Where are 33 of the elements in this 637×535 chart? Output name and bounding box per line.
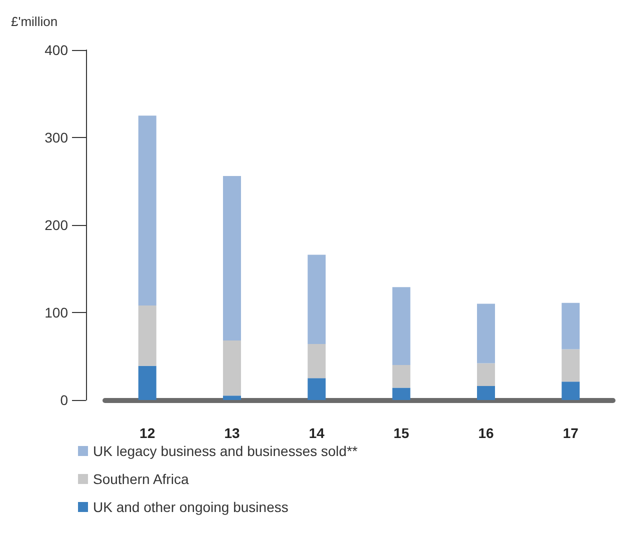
bar (477, 304, 495, 364)
legend-label: Southern Africa (93, 471, 189, 487)
x-tick-label: 17 (562, 425, 579, 441)
bar (138, 306, 156, 366)
legend-label: UK legacy business and businesses sold** (93, 443, 358, 459)
bar (392, 287, 410, 365)
y-tick-label: 400 (44, 42, 68, 58)
bar (392, 365, 410, 388)
bar (477, 386, 495, 400)
bar (223, 176, 241, 340)
bar (308, 378, 326, 400)
bar (308, 344, 326, 378)
x-tick-label: 16 (478, 425, 494, 441)
legend-label: UK and other ongoing business (93, 499, 288, 515)
y-tick-label: 200 (44, 217, 68, 233)
y-tick-label: 0 (60, 392, 68, 408)
y-axis-title: £'million (11, 14, 58, 29)
x-tick-label: 13 (224, 425, 240, 441)
bar (223, 340, 241, 396)
bar (308, 254, 326, 344)
bar (562, 302, 580, 350)
y-tick-label: 300 (44, 130, 68, 146)
bar (562, 382, 580, 400)
x-tick-label: 15 (394, 425, 410, 441)
x-tick-label: 12 (140, 425, 156, 441)
y-tick-label: 100 (44, 304, 68, 320)
bar (138, 116, 156, 306)
bar (477, 363, 495, 386)
bar (562, 349, 580, 382)
bar (392, 388, 410, 400)
x-tick-label: 14 (308, 425, 325, 441)
bar (223, 396, 241, 400)
bar (138, 366, 156, 400)
